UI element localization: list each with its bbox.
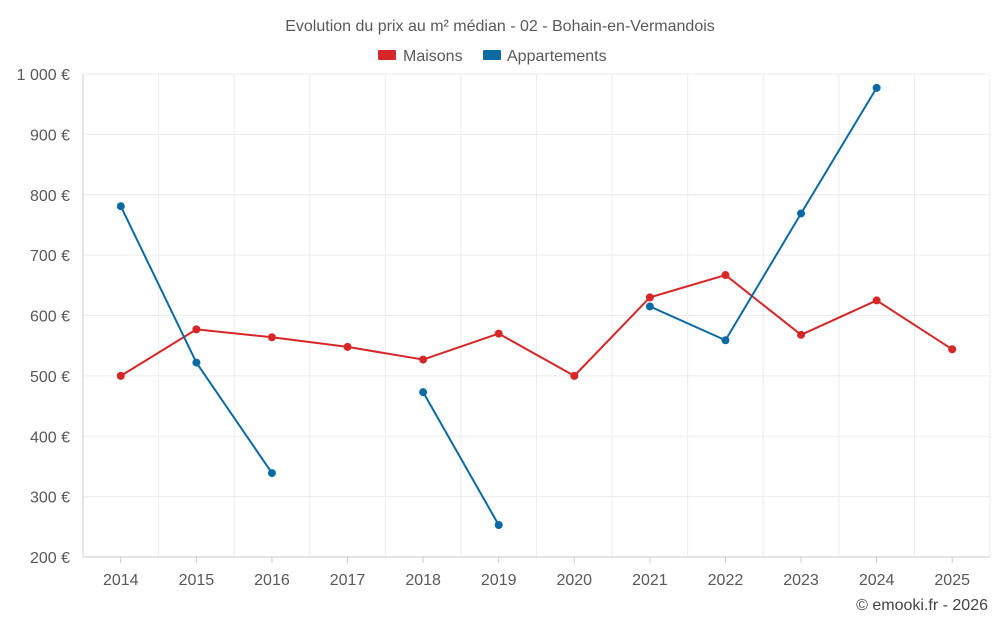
data-point-appartements[interactable] (192, 358, 201, 367)
y-tick-label: 300 € (30, 490, 70, 507)
series-line-appartements (649, 87, 878, 342)
data-point-appartements[interactable] (494, 521, 503, 530)
x-tick-label: 2016 (254, 572, 290, 589)
x-tick-label: 2024 (859, 572, 895, 589)
x-tick-label: 2020 (556, 572, 592, 589)
data-point-maisons[interactable] (494, 329, 503, 338)
data-point-appartements[interactable] (116, 202, 125, 211)
x-tick-label: 2022 (708, 572, 744, 589)
x-tick-label: 2014 (103, 572, 139, 589)
legend-swatch-maisons (378, 50, 396, 60)
chart-title: Evolution du prix au m² médian - 02 - Bo… (285, 18, 715, 35)
y-tick-label: 700 € (30, 248, 70, 265)
data-point-maisons[interactable] (721, 271, 730, 280)
data-point-maisons[interactable] (192, 325, 201, 334)
x-tick-label: 2021 (632, 572, 668, 589)
series-appartements (116, 83, 881, 530)
y-tick-label: 1 000 € (17, 67, 70, 84)
x-tick-label: 2023 (783, 572, 819, 589)
legend-swatch-appartements (483, 50, 501, 60)
data-point-appartements[interactable] (797, 209, 806, 218)
data-point-maisons[interactable] (872, 296, 881, 305)
x-tick-label: 2017 (330, 572, 366, 589)
data-point-appartements[interactable] (721, 336, 730, 345)
series-line-appartements (422, 391, 500, 526)
legend-label-appartements: Appartements (507, 48, 607, 65)
data-point-appartements[interactable] (872, 83, 881, 92)
x-tick-label: 2018 (405, 572, 441, 589)
legend-item-appartements[interactable]: Appartements (483, 48, 607, 65)
data-point-maisons[interactable] (419, 355, 428, 364)
y-tick-label: 500 € (30, 369, 70, 386)
x-tick-label: 2019 (481, 572, 517, 589)
x-tick-label: 2025 (934, 572, 970, 589)
series-line-maisons (120, 274, 953, 377)
y-tick-label: 600 € (30, 309, 70, 326)
legend-label-maisons: Maisons (403, 48, 463, 65)
series (116, 83, 957, 530)
x-tick-label: 2015 (179, 572, 215, 589)
legend-item-maisons[interactable]: Maisons (378, 48, 463, 65)
series-maisons (116, 271, 957, 380)
data-point-maisons[interactable] (116, 371, 125, 380)
data-point-appartements[interactable] (419, 388, 428, 397)
data-point-appartements[interactable] (267, 469, 276, 478)
axes: 200 € 300 € 400 € 500 € 600 € 700 € 800 € 900 €… (17, 67, 990, 589)
data-point-maisons[interactable] (343, 342, 352, 351)
legend: Maisons Appartements (378, 48, 607, 65)
data-point-appartements[interactable] (645, 302, 654, 311)
y-tick-label: 200 € (30, 550, 70, 567)
y-tick-label: 800 € (30, 188, 70, 205)
data-point-maisons[interactable] (948, 345, 957, 354)
data-point-maisons[interactable] (570, 371, 579, 380)
series-line-appartements (119, 205, 273, 474)
y-tick-label: 400 € (30, 429, 70, 446)
y-tick-label: 900 € (30, 127, 70, 144)
credit-text: © emooki.fr - 2026 (856, 597, 988, 614)
data-point-maisons[interactable] (267, 333, 276, 342)
data-point-maisons[interactable] (645, 293, 654, 302)
grid (83, 73, 991, 557)
data-point-maisons[interactable] (797, 330, 806, 339)
